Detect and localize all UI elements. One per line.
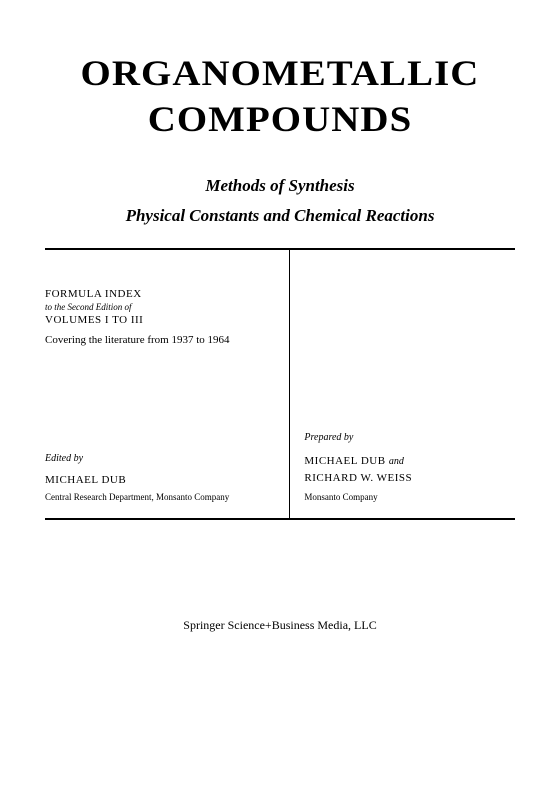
subtitle-line1: Methods of Synthesis <box>45 176 515 196</box>
publisher-line: Springer Science+Business Media, LLC <box>45 618 515 633</box>
formula-index-block: FORMULA INDEX to the Second Edition of V… <box>45 288 275 346</box>
preparer1-name: MICHAEL DUB <box>304 455 385 467</box>
left-column: FORMULA INDEX to the Second Edition of V… <box>45 250 289 518</box>
subtitle-line2: Physical Constants and Chemical Reaction… <box>45 206 515 226</box>
two-column-section: FORMULA INDEX to the Second Edition of V… <box>45 250 515 518</box>
prepared-by-label: Prepared by <box>304 432 515 443</box>
subtitle-block: Methods of Synthesis Physical Constants … <box>45 176 515 226</box>
title-page: ORGANOMETALLIC COMPOUNDS Methods of Synt… <box>0 0 560 798</box>
preparer-names: MICHAEL DUB and RICHARD W. WEISS <box>304 453 515 486</box>
edition-note: to the Second Edition of <box>45 302 275 312</box>
edited-by-label: Edited by <box>45 453 275 464</box>
rule-bottom <box>45 518 515 520</box>
main-title-block: ORGANOMETALLIC COMPOUNDS <box>45 50 515 142</box>
preparer-affiliation: Monsanto Company <box>304 492 515 502</box>
main-title-line2: COMPOUNDS <box>26 96 534 142</box>
volumes-label: VOLUMES I TO III <box>45 314 275 326</box>
preparer-block: Prepared by MICHAEL DUB and RICHARD W. W… <box>304 432 515 502</box>
editor-block: Edited by MICHAEL DUB Central Research D… <box>45 453 275 502</box>
preparer2-name: RICHARD W. WEISS <box>304 472 412 484</box>
editor-affiliation: Central Research Department, Monsanto Co… <box>45 492 275 502</box>
right-column: Prepared by MICHAEL DUB and RICHARD W. W… <box>289 250 515 518</box>
main-title-line1: ORGANOMETALLIC <box>26 50 534 96</box>
formula-index-label: FORMULA INDEX <box>45 288 275 300</box>
editor-name: MICHAEL DUB <box>45 474 275 486</box>
coverage-text: Covering the literature from 1937 to 196… <box>45 334 275 346</box>
and-word: and <box>389 456 404 467</box>
